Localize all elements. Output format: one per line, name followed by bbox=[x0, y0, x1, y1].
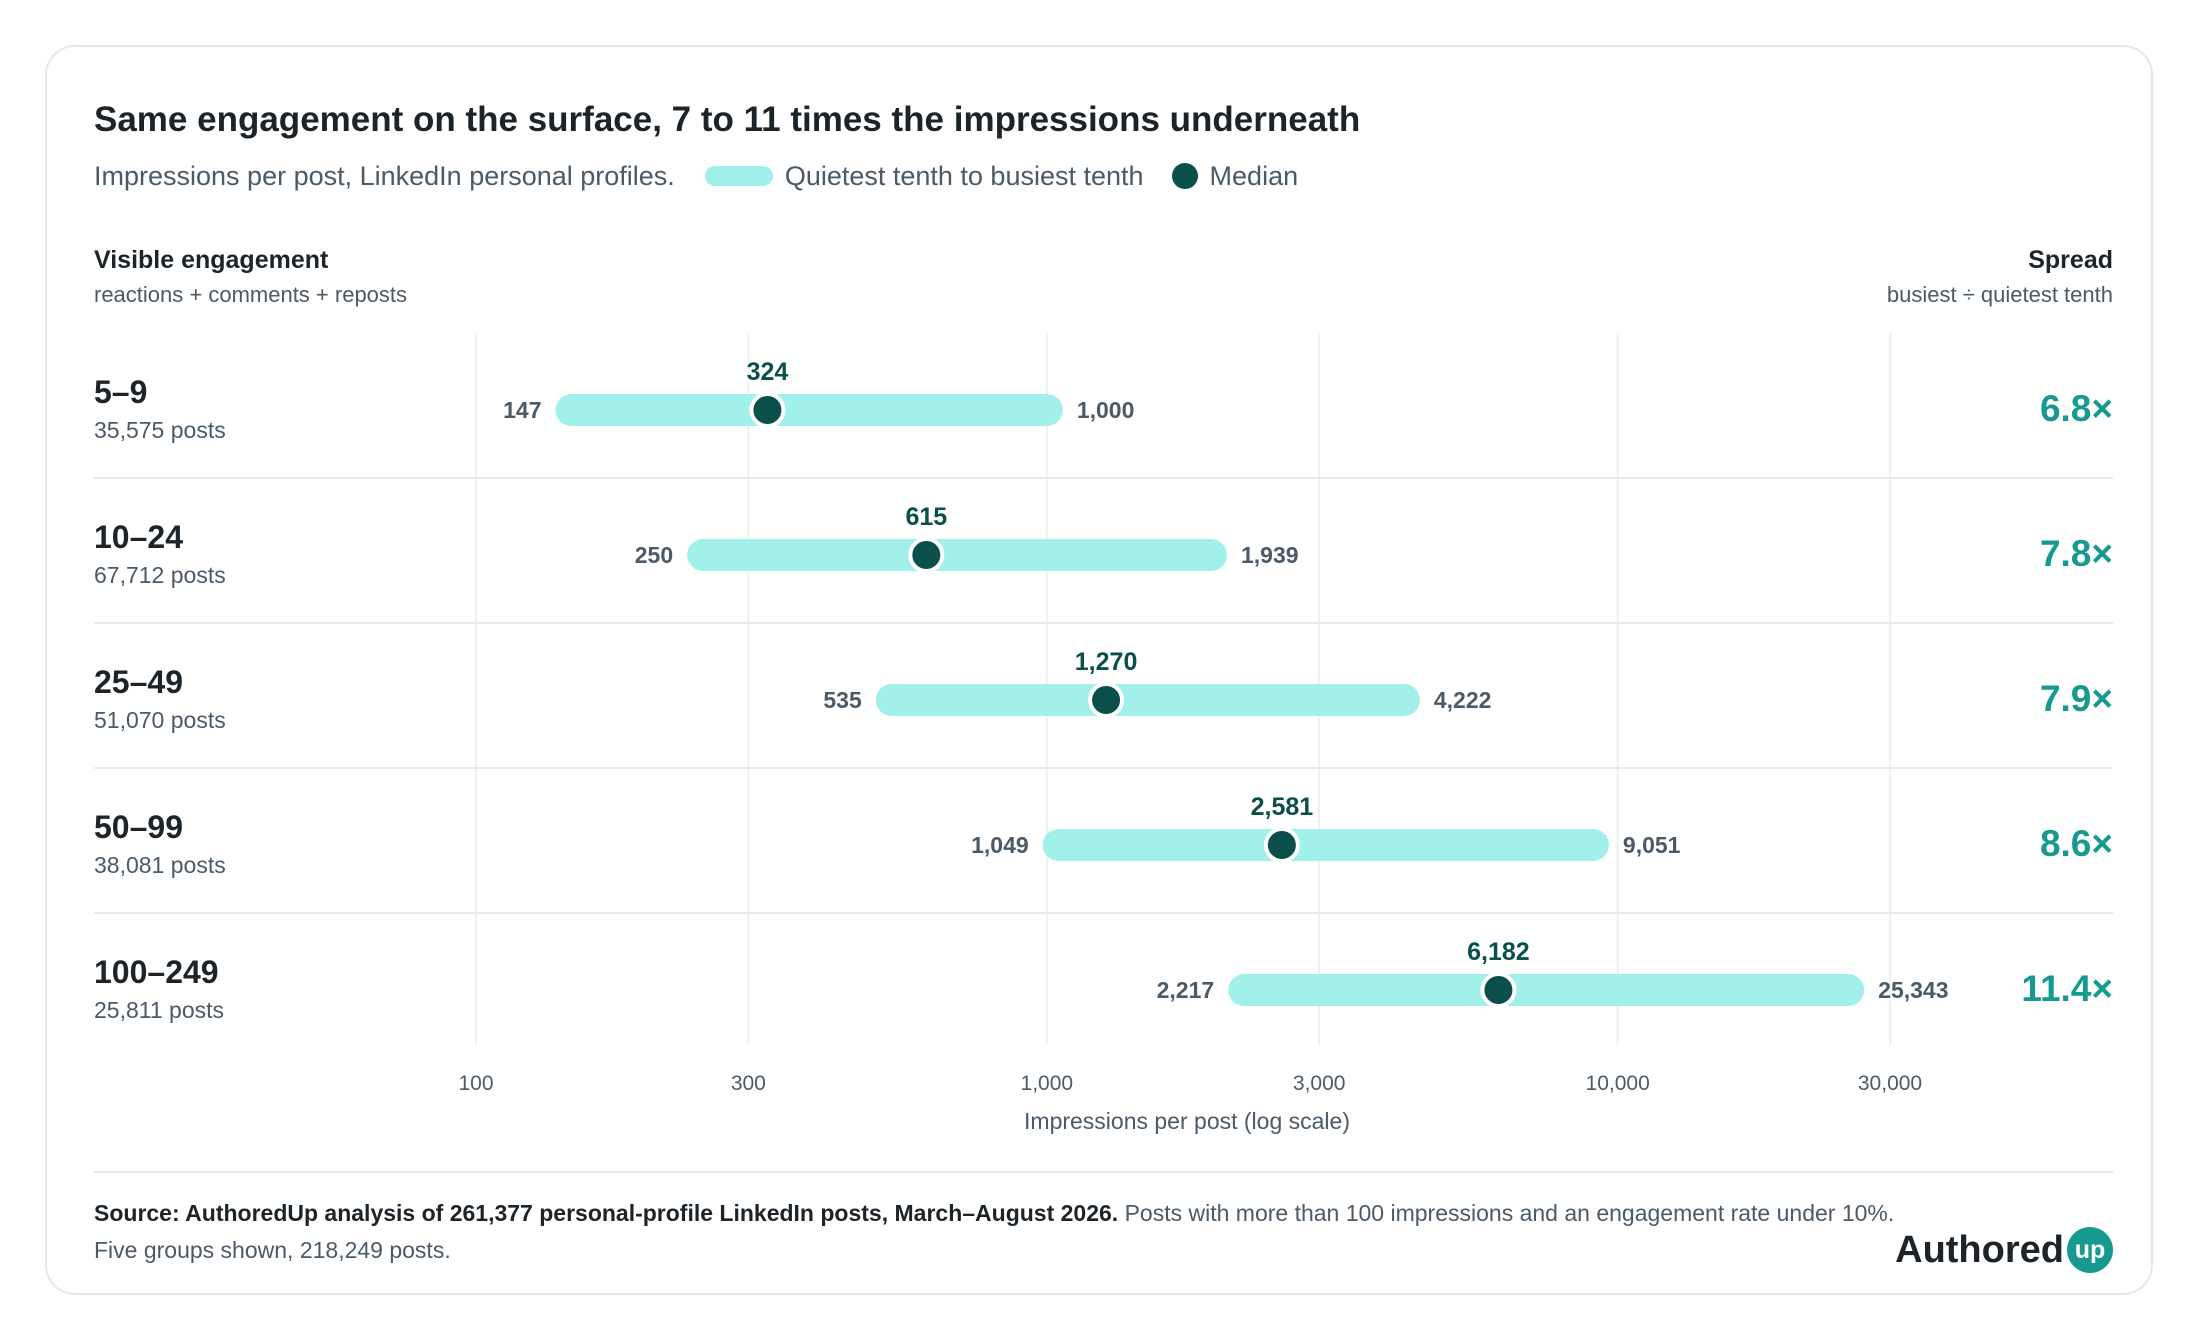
x-tick-label: 1,000 bbox=[1021, 1072, 1074, 1095]
right-column-subtitle: busiest ÷ quietest tenth bbox=[1886, 282, 2113, 307]
source-rest: Posts with more than 100 impressions and… bbox=[1118, 1200, 1895, 1226]
chart-title: Same engagement on the surface, 7 to 11 … bbox=[94, 100, 1361, 139]
row-post-count: 38,081 posts bbox=[94, 852, 226, 878]
spread-value: 7.9× bbox=[2039, 678, 2113, 719]
legend-median-swatch bbox=[1171, 163, 1198, 189]
row-label: 100–249 bbox=[94, 954, 219, 990]
range-dot-chart: 100 300 1,000 3,000 10,000 30,000 Impressions … bbox=[94, 333, 2113, 1134]
high-value-label: 1,000 bbox=[1077, 397, 1135, 423]
x-axis-label: Impressions per post (log scale) bbox=[1024, 1108, 1350, 1134]
row-label: 5–9 bbox=[94, 374, 148, 410]
x-tick-label: 300 bbox=[731, 1072, 766, 1095]
high-value-label: 25,343 bbox=[1878, 977, 1948, 1003]
logo-text: Authored bbox=[1895, 1228, 2064, 1271]
chart-card bbox=[45, 45, 2153, 1295]
source-bold: Source: AuthoredUp analysis of 261,377 p… bbox=[94, 1200, 1119, 1226]
median-dot bbox=[749, 392, 786, 428]
median-value-label: 324 bbox=[747, 358, 789, 386]
groups-note: Five groups shown, 218,249 posts. bbox=[94, 1237, 451, 1263]
left-column-title: Visible engagement bbox=[94, 246, 329, 274]
x-tick-label: 10,000 bbox=[1586, 1072, 1650, 1095]
low-value-label: 250 bbox=[635, 542, 673, 568]
high-value-label: 1,939 bbox=[1241, 542, 1299, 568]
median-dot bbox=[1480, 972, 1517, 1008]
row-label: 50–99 bbox=[94, 809, 183, 845]
low-value-label: 1,049 bbox=[971, 832, 1029, 858]
source-note: Source: AuthoredUp analysis of 261,377 p… bbox=[94, 1200, 1894, 1227]
low-value-label: 535 bbox=[823, 687, 862, 713]
median-value-label: 2,581 bbox=[1251, 793, 1314, 821]
median-dot bbox=[908, 537, 945, 573]
median-value-label: 615 bbox=[905, 503, 947, 531]
left-column-subtitle: reactions + comments + reposts bbox=[94, 282, 408, 307]
spread-value: 8.6× bbox=[2039, 823, 2113, 864]
chart-subtitle: Impressions per post, LinkedIn personal … bbox=[94, 160, 675, 191]
median-dot bbox=[1088, 682, 1125, 718]
row-post-count: 51,070 posts bbox=[94, 707, 226, 733]
legend-range-label: Quietest tenth to busiest tenth bbox=[784, 160, 1144, 191]
row-label: 10–24 bbox=[94, 519, 183, 555]
x-tick-label: 3,000 bbox=[1293, 1072, 1346, 1095]
subtitle-row: Impressions per post, LinkedIn personal … bbox=[94, 158, 1298, 194]
legend-range-swatch bbox=[704, 166, 773, 186]
median-value-label: 1,270 bbox=[1075, 648, 1138, 676]
row-post-count: 35,575 posts bbox=[94, 417, 226, 443]
x-tick-label: 100 bbox=[458, 1072, 493, 1095]
spread-value: 7.8× bbox=[2039, 533, 2113, 574]
logo-badge-icon: up bbox=[2067, 1227, 2113, 1273]
low-value-label: 2,217 bbox=[1157, 977, 1215, 1003]
high-value-label: 9,051 bbox=[1623, 832, 1681, 858]
spread-value: 11.4× bbox=[2021, 968, 2113, 1009]
low-value-label: 147 bbox=[503, 397, 541, 423]
row-post-count: 67,712 posts bbox=[94, 562, 226, 588]
high-value-label: 4,222 bbox=[1434, 687, 1492, 713]
row-post-count: 25,811 posts bbox=[94, 997, 225, 1023]
authoredup-logo: Authored up bbox=[1895, 1225, 2113, 1275]
row-label: 25–49 bbox=[94, 664, 183, 700]
median-dot bbox=[1263, 827, 1300, 863]
x-tick-label: 30,000 bbox=[1858, 1072, 1922, 1095]
right-column-title: Spread bbox=[2028, 246, 2113, 274]
median-value-label: 6,182 bbox=[1467, 938, 1530, 966]
legend-median-label: Median bbox=[1209, 160, 1299, 191]
footer-divider bbox=[94, 1171, 2113, 1173]
spread-value: 6.8× bbox=[2039, 388, 2113, 429]
